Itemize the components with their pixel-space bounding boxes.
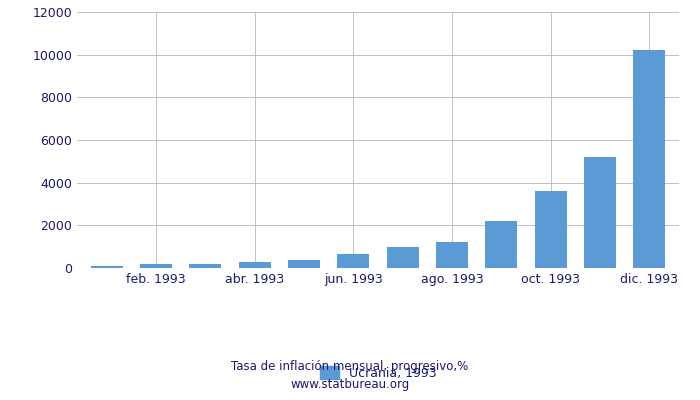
Bar [288, 260, 320, 268]
Bar [436, 242, 468, 268]
Bar [485, 221, 517, 268]
Bar [634, 50, 666, 268]
Legend: Ucrania, 1993: Ucrania, 1993 [315, 361, 441, 385]
Bar [140, 264, 172, 268]
Bar [337, 254, 370, 268]
Text: Tasa de inflación mensual, progresivo,%: Tasa de inflación mensual, progresivo,% [232, 360, 468, 373]
Bar [386, 247, 419, 268]
Bar [189, 264, 221, 268]
Text: www.statbureau.org: www.statbureau.org [290, 378, 410, 391]
Bar [239, 262, 271, 268]
Bar [535, 191, 567, 268]
Bar [584, 157, 616, 268]
Bar [90, 266, 122, 268]
